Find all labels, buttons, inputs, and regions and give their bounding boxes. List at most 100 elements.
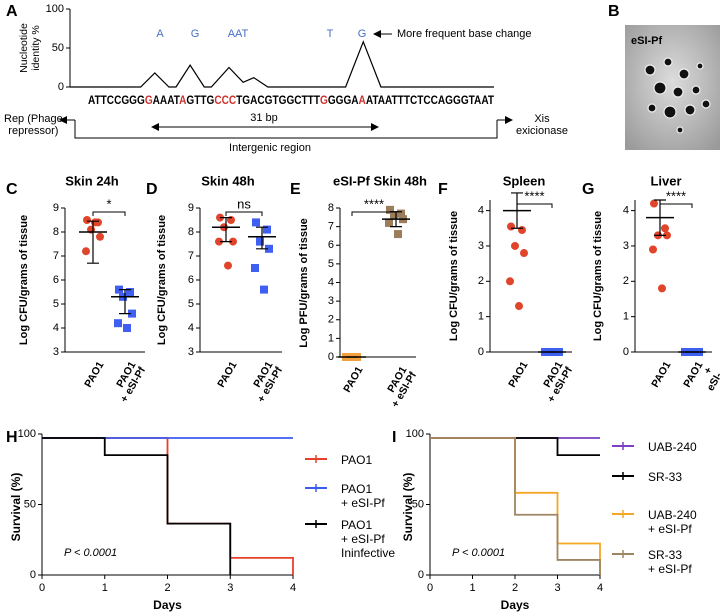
- data-point: [386, 205, 394, 214]
- y-tick-label: 2: [478, 275, 484, 287]
- y-tick-label: 0: [623, 346, 629, 358]
- y-axis-label: Nucleotide identity %: [18, 23, 42, 73]
- y-tick-label: 100: [406, 428, 424, 440]
- data-point: [385, 218, 393, 227]
- error-bar: [256, 226, 268, 250]
- y-tick-label: 8: [328, 202, 334, 214]
- data-point: [650, 199, 658, 208]
- data-point: [515, 302, 523, 311]
- error-bar: [220, 217, 232, 243]
- y-tick-label: 1: [478, 311, 484, 323]
- data-point: [82, 247, 90, 256]
- data-point: [260, 285, 268, 294]
- data-point: [91, 218, 99, 227]
- y-tick-label: 4: [478, 205, 484, 217]
- y-tick-label: 2: [623, 275, 629, 287]
- legend-entry: UAB-240 + eSI-Pf: [648, 508, 697, 536]
- plaque: [663, 57, 673, 67]
- data-point: [256, 237, 264, 246]
- region-label: Intergenic region: [229, 142, 311, 154]
- x-axis-label: Days: [153, 598, 182, 612]
- error-bar: [119, 289, 131, 315]
- y-tick-label: 5: [328, 258, 334, 270]
- peak-label: AAT: [228, 28, 249, 40]
- sequence-segment: ATAATTTCTCCAGGGTAAT: [366, 95, 494, 107]
- data-point: [506, 277, 514, 286]
- x-tick-label: 0: [427, 582, 433, 594]
- data-point: [658, 284, 666, 293]
- x-tick-label: 1: [102, 582, 108, 594]
- y-tick-label: 7: [188, 250, 194, 262]
- error-bar: [87, 220, 99, 264]
- sequence-segment: GGGA: [328, 95, 359, 107]
- photo-title: eSI-Pf: [631, 35, 663, 47]
- data-point: [390, 211, 398, 220]
- sequence-segment: A: [359, 95, 366, 107]
- data-point: [394, 230, 402, 239]
- plaque-photo: [625, 25, 720, 150]
- y-axis-label: Log CFU/grams of tissue: [18, 214, 30, 346]
- significance-bracket: [659, 203, 693, 208]
- data-point: [128, 309, 136, 318]
- span-label: 31 bp: [250, 112, 278, 124]
- y-tick-label: 4: [328, 276, 334, 288]
- x-tick-label: 3: [554, 582, 560, 594]
- x-tick-label: 0: [39, 582, 45, 594]
- plaque: [701, 99, 711, 109]
- y-tick-label: 50: [412, 498, 424, 510]
- y-tick-label: 5: [188, 298, 194, 310]
- data-point: [663, 231, 671, 240]
- error-bar: [511, 192, 523, 229]
- panel-letter: B: [608, 3, 620, 20]
- x-tick-label: 4: [290, 582, 296, 594]
- plaque: [691, 85, 701, 95]
- y-tick-label: 7: [328, 221, 334, 233]
- plaque: [653, 81, 667, 95]
- sequence: ATTCCGGGGAAATAGTTGCCCTGACGTGGCTTTGGGGAAA…: [88, 95, 494, 107]
- y-axis-label: Survival (%): [9, 472, 23, 541]
- plaque: [644, 64, 656, 76]
- sequence-segment: G: [320, 95, 328, 107]
- data-point: [518, 226, 526, 235]
- data-point: [263, 225, 271, 234]
- legend-entry: PAO1 + eSI-Pf Ininfective: [341, 518, 396, 560]
- y-tick-label: 1: [328, 332, 334, 344]
- gene-bracket: [74, 120, 498, 139]
- significance-label: ns: [237, 196, 251, 211]
- significance-label: ****: [364, 196, 384, 211]
- data-point: [114, 319, 122, 328]
- data-point: [224, 261, 232, 270]
- data-point: [661, 224, 669, 233]
- sequence-segment: GTTG: [186, 95, 214, 107]
- data-point: [229, 237, 237, 246]
- y-tick-label: 0: [418, 569, 424, 581]
- y-tick-label: 1: [623, 311, 629, 323]
- y-tick-label: 3: [478, 240, 484, 252]
- y-tick-label: 6: [53, 274, 59, 286]
- data-point: [649, 245, 657, 254]
- sequence-segment: TGACGTGGCTTT: [236, 95, 320, 107]
- panel-letter: H: [6, 429, 18, 446]
- p-value: P < 0.0001: [64, 547, 117, 559]
- data-point: [397, 209, 405, 218]
- peak-label: G: [191, 28, 200, 40]
- panel-title: eSI-Pf Skin 48h: [333, 173, 427, 188]
- y-tick-label: 2: [328, 314, 334, 326]
- x-tick-label: 2: [164, 582, 170, 594]
- legend-entry: PAO1 + eSI-Pf: [341, 482, 385, 510]
- panel-letter: G: [582, 181, 594, 198]
- significance-bracket: [516, 203, 553, 208]
- y-tick-label: 3: [328, 295, 334, 307]
- y-tick-label: 7: [53, 250, 59, 262]
- legend-entry: SR-33: [648, 470, 683, 484]
- panel-title: Skin 48h: [201, 173, 255, 188]
- y-tick-label: 9: [188, 202, 194, 214]
- data-point: [215, 237, 223, 246]
- data-point: [251, 264, 259, 272]
- plaque: [663, 105, 677, 119]
- y-axis-label: Log CFU/grams of tissue: [156, 214, 168, 346]
- y-tick-label: 50: [52, 42, 64, 54]
- data-point: [96, 232, 104, 241]
- arrow-label: More frequent base change: [397, 28, 532, 40]
